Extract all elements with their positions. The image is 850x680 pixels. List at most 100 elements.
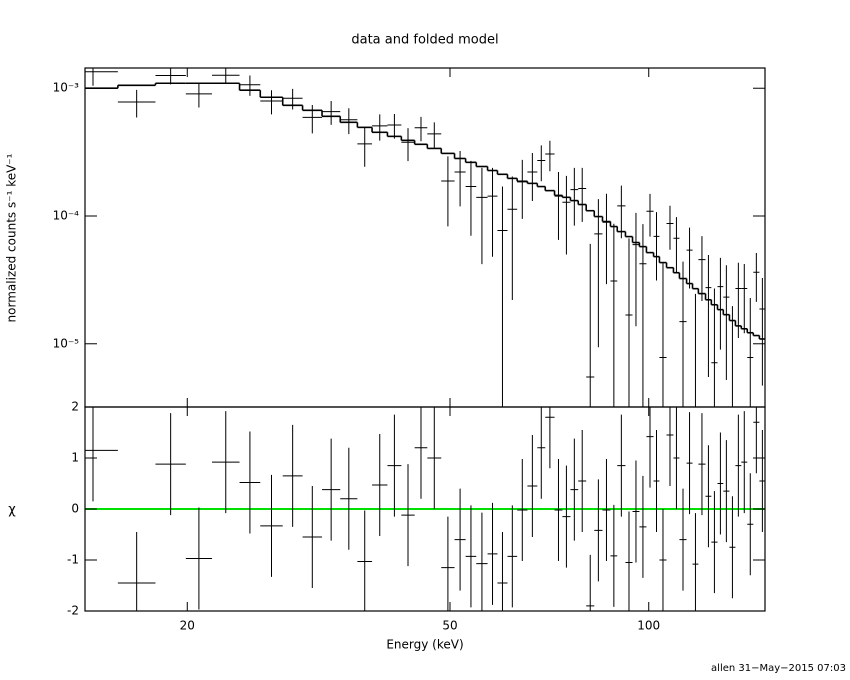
x-tick-label: 20 — [180, 619, 195, 633]
data-point — [617, 185, 626, 239]
residual-point — [747, 473, 754, 576]
data-point — [659, 263, 667, 407]
residual-point — [673, 407, 680, 509]
residual-point — [454, 488, 466, 591]
residual-point — [698, 413, 706, 516]
residual-point — [340, 447, 358, 550]
residual-point — [282, 424, 303, 527]
residual-point — [302, 486, 323, 589]
data-point — [717, 257, 724, 350]
data-point — [578, 167, 587, 222]
data-point — [414, 116, 428, 142]
residual-point — [545, 407, 555, 469]
data-point — [401, 128, 415, 162]
x-tick-label: 50 — [442, 619, 457, 633]
residual-point — [260, 474, 283, 577]
residual-point — [554, 459, 563, 562]
data-point — [427, 122, 442, 149]
y-tick-label: 10⁻⁴ — [53, 209, 80, 223]
residual-point — [527, 435, 538, 538]
residual-point — [185, 507, 212, 610]
residual-point — [711, 491, 718, 594]
residual-point — [729, 496, 736, 599]
residual-point — [85, 407, 118, 502]
data-point — [679, 261, 687, 407]
data-point — [570, 167, 579, 226]
residual-point — [372, 434, 388, 537]
data-point — [497, 186, 508, 407]
data-point — [653, 212, 660, 281]
chart-title: data and folded model — [351, 33, 498, 48]
residual-point — [537, 407, 546, 499]
data-point — [211, 68, 240, 85]
data-point — [639, 224, 647, 407]
y-axis-label: normalized counts s⁻¹ keV⁻¹ — [5, 153, 19, 322]
residual-point — [441, 516, 455, 611]
data-point — [185, 82, 212, 108]
data-point — [340, 108, 358, 135]
data-point — [610, 223, 618, 407]
residual-point — [610, 504, 618, 607]
top-panel — [85, 68, 765, 407]
residual-point — [155, 413, 186, 516]
data-point — [465, 160, 477, 236]
data-point — [686, 227, 693, 289]
residual-point — [476, 512, 488, 611]
y-tick-label: -2 — [67, 604, 79, 618]
data-point — [632, 212, 640, 327]
data-point — [476, 167, 488, 265]
residual-point — [497, 531, 508, 611]
data-point — [487, 167, 498, 257]
residual-point — [387, 414, 402, 517]
residual-point — [632, 460, 640, 563]
residual-point — [578, 429, 587, 532]
residual-point — [646, 407, 654, 488]
x-tick-label: 100 — [637, 619, 660, 633]
data-point — [527, 153, 538, 202]
residual-point — [322, 438, 341, 541]
data-point — [454, 150, 466, 207]
residual-point — [659, 509, 667, 611]
residual-point — [723, 440, 730, 543]
data-point — [753, 253, 760, 302]
data-point — [747, 298, 754, 407]
data-point — [282, 88, 303, 110]
residual-point — [517, 459, 528, 562]
residual-point — [653, 429, 660, 532]
residual-point — [639, 475, 647, 578]
data-point — [545, 140, 555, 172]
data-point — [602, 193, 611, 285]
data-point — [586, 243, 595, 407]
data-point — [698, 236, 706, 302]
residual-point — [617, 414, 626, 517]
residual-point — [759, 429, 765, 532]
bottom-panel — [85, 407, 765, 611]
data-point — [155, 68, 186, 85]
data-point — [673, 217, 680, 273]
y-tick-label: 0 — [71, 502, 79, 516]
data-point — [625, 238, 633, 407]
residual-point — [117, 531, 156, 611]
y-tick-label: 10⁻³ — [53, 81, 80, 95]
data-point — [517, 159, 528, 219]
residual-point — [507, 505, 518, 608]
data-point — [646, 193, 654, 237]
residual-point — [602, 459, 611, 562]
residual-point — [414, 407, 428, 499]
residual-point — [465, 505, 477, 608]
residual-point — [717, 432, 724, 535]
y-tick-label: -1 — [67, 553, 79, 567]
residual-point — [239, 431, 261, 534]
data-point — [735, 262, 742, 338]
footer: allen 31−May−2015 07:03 — [711, 663, 846, 674]
data-point — [562, 175, 571, 255]
data-point — [705, 255, 712, 377]
residual-point — [666, 407, 674, 487]
bottom-frame — [84, 406, 766, 612]
y-axis-label: χ — [8, 503, 16, 518]
data-point — [387, 113, 402, 139]
data-point — [741, 264, 748, 334]
data-point — [441, 156, 455, 227]
residual-point — [586, 554, 595, 611]
residual-point — [570, 438, 579, 541]
